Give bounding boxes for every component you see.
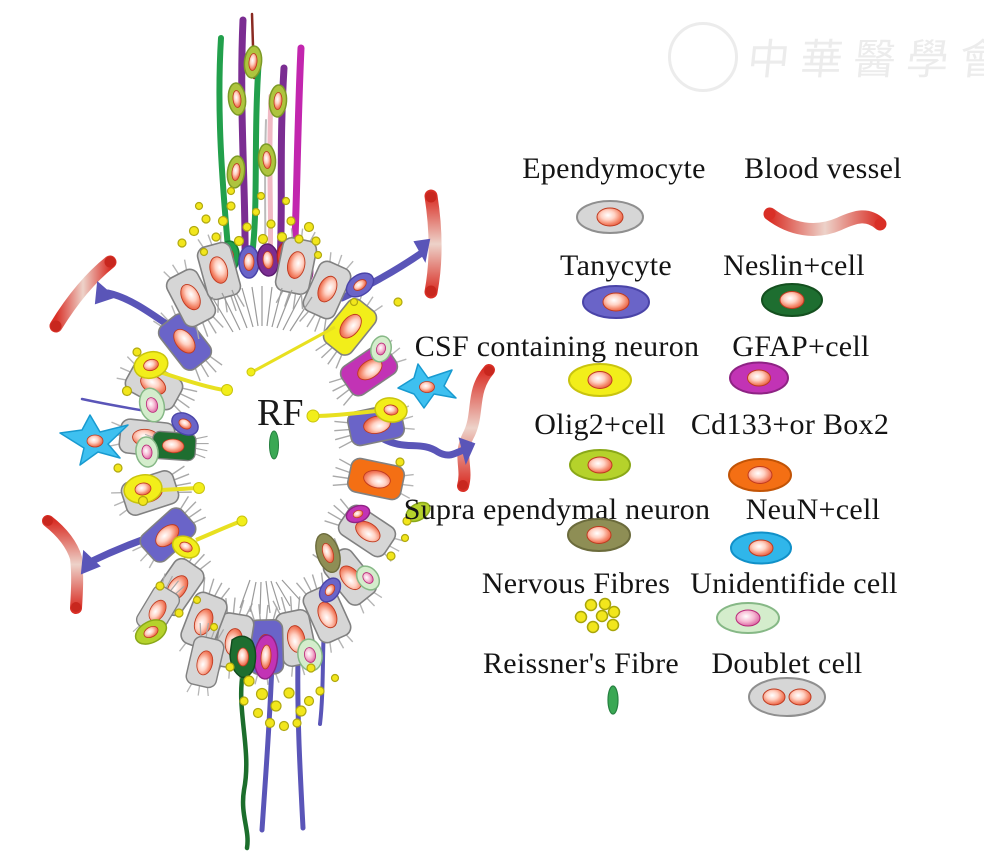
tanycyte-symbol	[579, 282, 653, 322]
ependymocyte-symbol	[573, 197, 647, 237]
legend-label-unidentified: Unidentifide cell	[690, 567, 898, 600]
interspersed-cells	[59, 272, 457, 680]
doublet-cell-symbol	[745, 674, 829, 720]
watermark-text: 中華醫學會	[745, 38, 984, 84]
nervous-fibres-symbol	[569, 595, 625, 639]
reissner-fibre-symbol	[602, 682, 624, 718]
blood-vessel-symbol	[761, 198, 889, 244]
blood-vessel-lower-left	[42, 515, 84, 614]
nervous-fibre-dots	[113, 186, 412, 732]
csf-neuron-cells	[123, 325, 408, 559]
unidentified-cells	[135, 335, 392, 672]
blood-vessel-top-right	[424, 189, 442, 299]
olig2-cells	[134, 501, 431, 645]
neun-star-cells	[59, 363, 457, 466]
gfap-cell-symbol	[726, 359, 792, 397]
reissner-fibre	[269, 430, 279, 460]
supra-ependymal-symbol	[564, 515, 634, 555]
legend-label-olig2: Olig2+cell	[534, 408, 666, 441]
supra-ependymal-cells	[315, 532, 341, 574]
legend-label-neslin: Neslin+cell	[723, 249, 865, 282]
legend-label-ependymocyte: Ependymocyte	[522, 152, 706, 185]
central-canal-diagram: RF	[42, 12, 495, 851]
blood-vessel-left-top	[49, 255, 117, 333]
olig2-cell-symbol	[566, 446, 634, 484]
legend-label-cd133: Cd133+or Box2	[690, 408, 890, 441]
legend-label-reissner: Reissner's Fibre	[482, 647, 680, 680]
neun-cell-symbol	[727, 529, 795, 567]
legend-label-supra: Supra ependymal neuron	[403, 493, 711, 526]
neslin-cell-symbol	[758, 280, 826, 320]
watermark-seal-icon	[668, 22, 738, 92]
tanycyte-processes	[80, 238, 476, 833]
legend-label-tanycyte: Tanycyte	[560, 249, 672, 282]
neslin-cell-bottom	[229, 635, 257, 678]
legend-label-nervous-fibres: Nervous Fibres	[481, 567, 671, 600]
blood-vessel-right	[457, 364, 495, 492]
legend-label-blood-vessel: Blood vessel	[744, 152, 902, 185]
legend-label-gfap: GFAP+cell	[732, 330, 870, 363]
legend-label-doublet: Doublet cell	[711, 647, 863, 680]
cd133-cell-symbol	[725, 455, 795, 495]
legend-label-csf-neuron: CSF containing neuron	[414, 330, 700, 363]
legend-label-neun: NeuN+cell	[745, 493, 881, 526]
csf-neuron-symbol	[565, 360, 635, 400]
cilia	[211, 286, 313, 615]
rf-label: RF	[257, 392, 303, 434]
unidentified-cell-symbol	[713, 599, 783, 637]
